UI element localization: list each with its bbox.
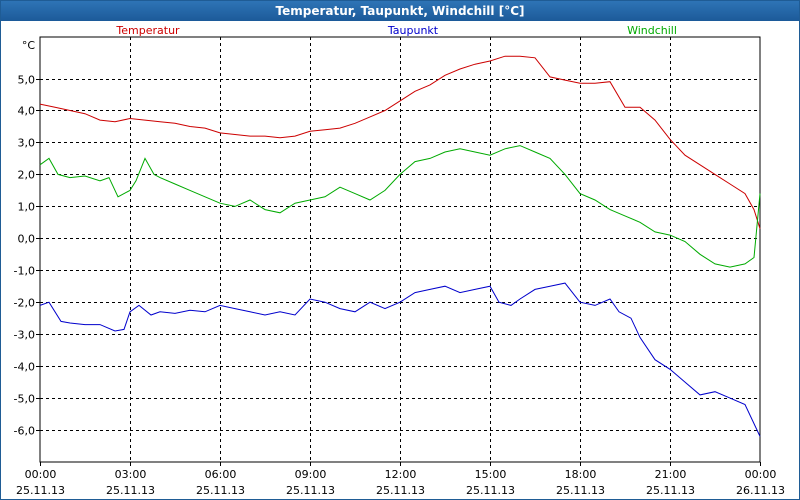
y-tick-label: -2,0 — [14, 297, 35, 310]
y-tick-label: 2,0 — [18, 169, 36, 182]
x-tick-date: 25.11.13 — [556, 484, 605, 497]
x-tick-time: 15:00 — [475, 468, 507, 481]
y-tick-label: -4,0 — [14, 361, 35, 374]
x-tick-date: 25.11.13 — [376, 484, 425, 497]
x-tick-time: 12:00 — [385, 468, 417, 481]
x-tick-date: 25.11.13 — [286, 484, 335, 497]
x-tick-time: 09:00 — [295, 468, 327, 481]
y-tick-label: 1,0 — [18, 201, 36, 214]
x-tick-date: 25.11.13 — [16, 484, 65, 497]
y-tick-label: -1,0 — [14, 265, 35, 278]
x-tick-time: 18:00 — [565, 468, 597, 481]
series-line-temperatur — [39, 55, 761, 229]
legend-item-windchill: Windchill — [627, 24, 677, 37]
y-tick-label: 4,0 — [18, 105, 36, 118]
y-tick-label: 5,0 — [18, 74, 36, 87]
x-tick-time: 06:00 — [205, 468, 237, 481]
legend-item-temperatur: Temperatur — [115, 24, 180, 37]
x-tick-date: 25.11.13 — [196, 484, 245, 497]
x-tick-date: 25.11.13 — [466, 484, 515, 497]
x-tick-date: 25.11.13 — [106, 484, 155, 497]
series-line-windchill — [39, 145, 761, 268]
y-axis-unit: °C — [22, 39, 36, 52]
y-tick-label: 3,0 — [18, 137, 36, 150]
x-tick-time: 21:00 — [655, 468, 687, 481]
x-tick-time: 00:00 — [25, 468, 57, 481]
y-tick-label: -6,0 — [14, 425, 35, 438]
y-tick-label: -3,0 — [14, 329, 35, 342]
x-tick-time: 03:00 — [115, 468, 147, 481]
series-line-taupunkt — [39, 282, 761, 437]
x-tick-date: 26.11.13 — [736, 484, 785, 497]
legend-item-taupunkt: Taupunkt — [387, 24, 439, 37]
chart-title: Temperatur, Taupunkt, Windchill [°C] — [1, 1, 799, 21]
x-tick-date: 25.11.13 — [646, 484, 695, 497]
y-tick-label: 0,0 — [18, 233, 36, 246]
y-tick-label: -5,0 — [14, 393, 35, 406]
x-tick-time: 00:00 — [745, 468, 777, 481]
